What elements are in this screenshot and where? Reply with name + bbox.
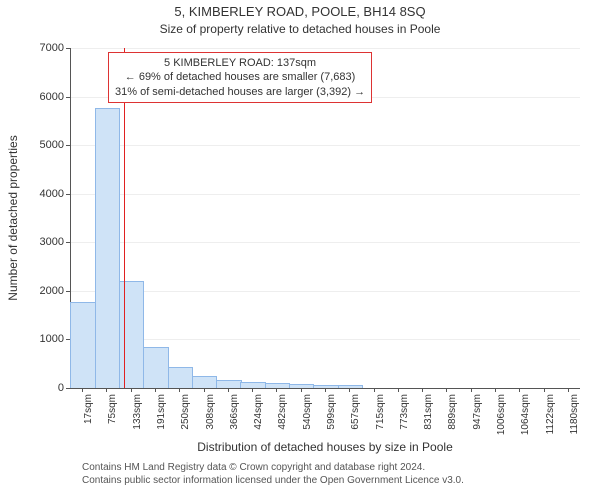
histogram-bar xyxy=(240,382,265,388)
histogram-bar xyxy=(143,347,168,388)
y-tick-label: 6000 xyxy=(14,91,64,103)
x-tick-label: 133sqm xyxy=(132,394,143,440)
annot-line-2: ← 69% of detached houses are smaller (7,… xyxy=(115,70,365,84)
x-tick-label: 947sqm xyxy=(472,394,483,440)
footer-line-1: Contains HM Land Registry data © Crown c… xyxy=(82,462,592,475)
histogram-bar xyxy=(289,384,314,388)
x-tick-label: 1122sqm xyxy=(545,394,556,440)
x-tick-label: 540sqm xyxy=(302,394,313,440)
title-sub: Size of property relative to detached ho… xyxy=(0,22,600,36)
histogram-bar xyxy=(70,302,95,388)
x-tick-label: 831sqm xyxy=(423,394,434,440)
y-tick-label: 3000 xyxy=(14,236,64,248)
x-tick-label: 773sqm xyxy=(399,394,410,440)
x-tick-label: 599sqm xyxy=(326,394,337,440)
histogram-bar xyxy=(95,108,120,388)
title-main: 5, KIMBERLEY ROAD, POOLE, BH14 8SQ xyxy=(0,4,600,19)
y-tick-label: 1000 xyxy=(14,333,64,345)
x-tick-label: 308sqm xyxy=(205,394,216,440)
histogram-bar xyxy=(313,385,338,388)
x-tick-label: 17sqm xyxy=(83,394,94,440)
marker-annotation: 5 KIMBERLEY ROAD: 137sqm ← 69% of detach… xyxy=(108,52,372,103)
y-tick-label: 0 xyxy=(14,382,64,394)
y-tick-label: 2000 xyxy=(14,285,64,297)
x-tick-label: 250sqm xyxy=(180,394,191,440)
x-tick-label: 1180sqm xyxy=(569,394,580,440)
x-tick-label: 657sqm xyxy=(350,394,361,440)
y-tick-label: 5000 xyxy=(14,139,64,151)
histogram-bar xyxy=(265,383,290,388)
x-tick-label: 366sqm xyxy=(229,394,240,440)
chart-container: 5, KIMBERLEY ROAD, POOLE, BH14 8SQ Size … xyxy=(0,0,600,500)
y-tick-label: 7000 xyxy=(14,42,64,54)
histogram-bar xyxy=(168,367,193,388)
x-tick-label: 75sqm xyxy=(107,394,118,440)
x-tick-label: 424sqm xyxy=(253,394,264,440)
histogram-bar xyxy=(216,380,241,388)
histogram-bar xyxy=(192,376,217,388)
x-tick-label: 715sqm xyxy=(375,394,386,440)
x-tick-label: 889sqm xyxy=(447,394,458,440)
x-tick-label: 482sqm xyxy=(277,394,288,440)
annot-line-3: 31% of semi-detached houses are larger (… xyxy=(115,85,365,99)
footer: Contains HM Land Registry data © Crown c… xyxy=(82,462,592,487)
x-axis-label: Distribution of detached houses by size … xyxy=(70,440,580,454)
footer-line-2: Contains public sector information licen… xyxy=(82,475,592,488)
x-tick-label: 191sqm xyxy=(156,394,167,440)
histogram-bar xyxy=(338,385,363,388)
x-tick-label: 1006sqm xyxy=(496,394,507,440)
y-tick-label: 4000 xyxy=(14,188,64,200)
x-tick-label: 1064sqm xyxy=(520,394,531,440)
x-axis-spine xyxy=(70,388,580,389)
annot-line-1: 5 KIMBERLEY ROAD: 137sqm xyxy=(115,56,365,70)
